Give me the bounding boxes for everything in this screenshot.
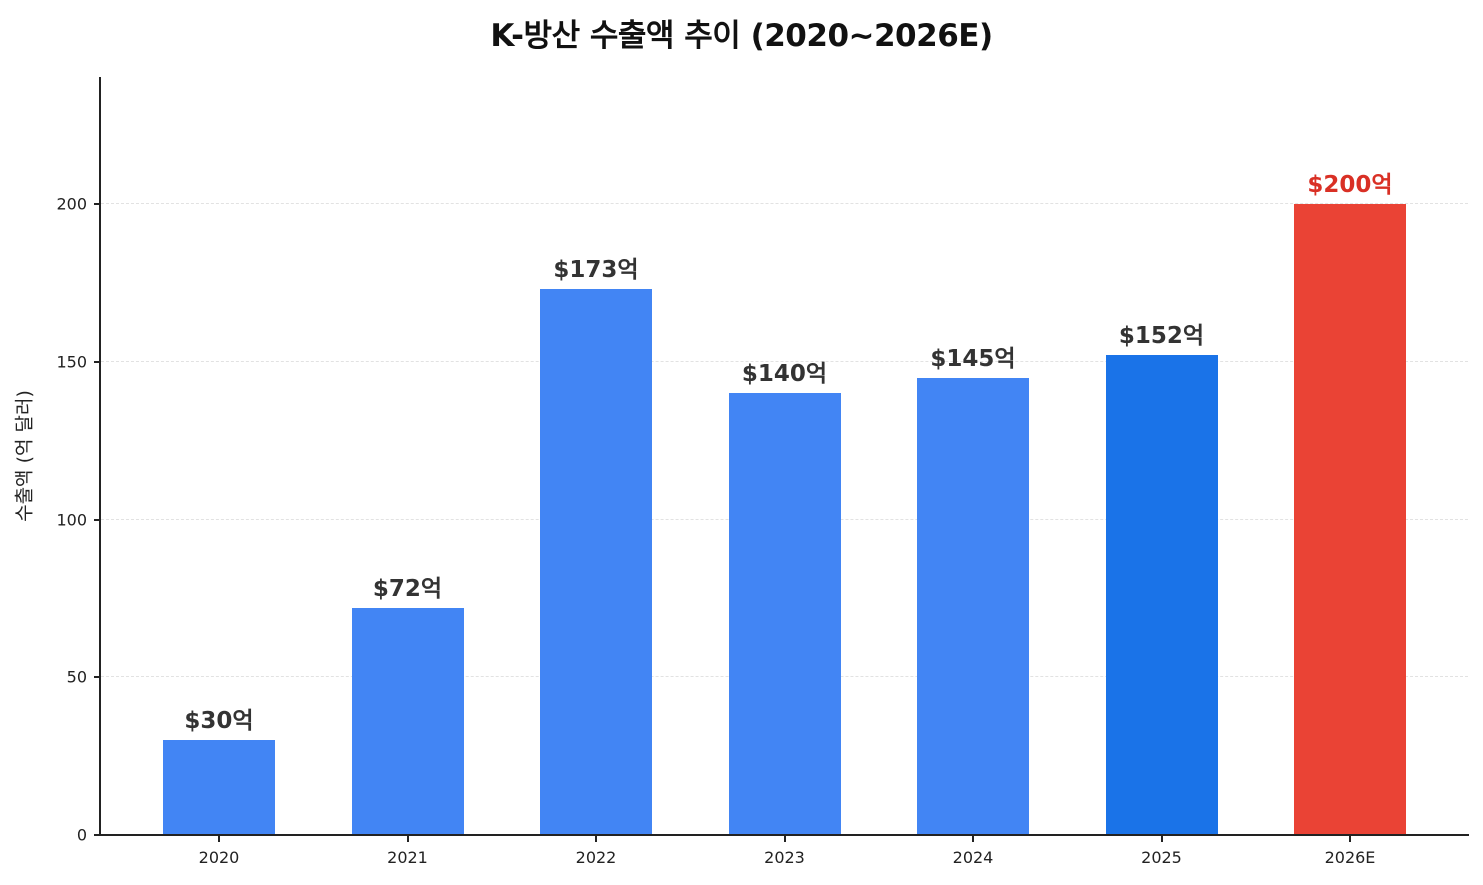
- x-tick: [783, 836, 786, 842]
- x-tick-label: 2020: [198, 848, 240, 867]
- x-tick-label: 2022: [575, 848, 617, 867]
- x-tick: [1160, 836, 1163, 842]
- y-tick: [94, 360, 100, 363]
- x-tick: [218, 836, 220, 842]
- bar-2024: [917, 377, 1029, 835]
- x-tick: [972, 836, 974, 842]
- x-tick-label: 2021: [387, 848, 428, 867]
- y-tick: [94, 518, 100, 521]
- bar-2026E: [1294, 204, 1406, 835]
- chart-title: K-방산 수출액 추이 (2020~2026E): [490, 18, 993, 54]
- x-tick: [595, 836, 597, 842]
- x-tick-label: 2023: [764, 848, 805, 867]
- bar-value-label: $200억: [1307, 172, 1393, 198]
- gridline: [101, 203, 1468, 204]
- bar-value-label: $152억: [1118, 323, 1205, 350]
- x-tick-label: 2026E: [1324, 848, 1376, 867]
- bar-value-label: $30억: [184, 708, 254, 735]
- y-tick: [94, 676, 100, 679]
- y-tick: [94, 834, 100, 836]
- y-tick-label: 150: [56, 352, 87, 372]
- x-axis-line: [99, 834, 1469, 836]
- y-tick-label: 50: [66, 667, 87, 687]
- bar-value-label: $145억: [930, 345, 1016, 372]
- bar-2023: [728, 393, 841, 835]
- bar-value-label: $140억: [741, 361, 828, 388]
- bar-value-label: $173억: [553, 257, 639, 284]
- x-tick: [1349, 836, 1351, 842]
- y-tick: [94, 203, 100, 205]
- bar-2020: [163, 740, 275, 835]
- y-tick-label: 200: [56, 194, 87, 214]
- bar-value-label: $72억: [372, 575, 443, 602]
- y-axis-line: [99, 77, 101, 836]
- gridline: [101, 360, 1468, 362]
- y-tick-label: 100: [56, 510, 87, 529]
- y-axis-label: 수출액 (억 달러): [13, 390, 36, 522]
- bar-2025: [1105, 355, 1218, 835]
- x-tick: [406, 836, 409, 842]
- x-tick-label: 2025: [1141, 848, 1182, 867]
- bar-2021: [351, 607, 464, 835]
- bar-2022: [540, 289, 652, 835]
- y-tick-label: 0: [76, 825, 87, 845]
- x-tick-label: 2024: [952, 848, 994, 867]
